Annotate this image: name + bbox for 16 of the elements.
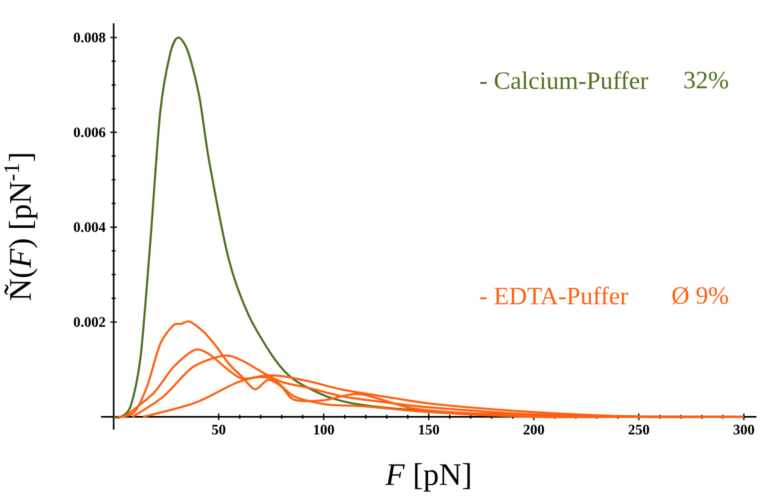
x-tick-label: 150 xyxy=(419,424,440,434)
y-tick-label: 0.004 xyxy=(74,222,106,232)
annotation: 32% xyxy=(684,72,728,89)
annotation: Ø 9% xyxy=(672,286,728,304)
y-axis-title: Ñ(F) [pN$^{-1}$] xyxy=(4,154,38,300)
y-tick-label: 0.008 xyxy=(74,32,106,42)
text: - EDTA-Puffer xyxy=(480,286,628,304)
x-tick-label: 250 xyxy=(628,424,650,434)
x-tick-label: 300 xyxy=(734,424,754,434)
x-tick-label: 100 xyxy=(314,424,334,434)
y-tick-label: 0.006 xyxy=(74,127,106,138)
x-tick-label: 50 xyxy=(212,424,226,434)
text: - Calcium-Puffer xyxy=(480,71,648,90)
y-tick-label: 0.002 xyxy=(74,317,106,327)
x-axis-title: F [pN] xyxy=(385,463,470,492)
x-tick-label: 200 xyxy=(524,424,544,434)
